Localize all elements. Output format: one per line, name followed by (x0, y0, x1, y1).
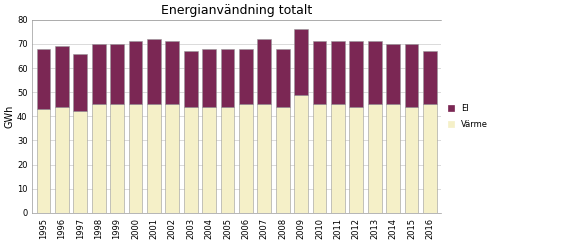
Bar (202, 49, 216, 107)
Bar (220, 107, 234, 213)
Bar (423, 104, 437, 213)
Bar (55, 46, 69, 107)
Bar (129, 104, 142, 213)
Bar (386, 44, 400, 104)
Title: Energianvändning totalt: Energianvändning totalt (161, 4, 312, 17)
Bar (312, 104, 327, 213)
Bar (331, 42, 345, 104)
Bar (92, 104, 106, 213)
Bar (294, 95, 308, 213)
Bar (129, 42, 142, 104)
Y-axis label: GWh: GWh (4, 104, 14, 128)
Bar (202, 107, 216, 213)
Bar (312, 42, 327, 104)
Legend: El, Värme: El, Värme (445, 101, 491, 131)
Bar (74, 112, 87, 213)
Bar (165, 104, 179, 213)
Bar (405, 107, 418, 213)
Bar (350, 42, 363, 107)
Bar (55, 107, 69, 213)
Bar (405, 44, 418, 107)
Bar (350, 107, 363, 213)
Bar (110, 104, 124, 213)
Bar (386, 104, 400, 213)
Bar (257, 39, 271, 104)
Bar (239, 49, 253, 104)
Bar (74, 53, 87, 112)
Bar (37, 49, 51, 109)
Bar (257, 104, 271, 213)
Bar (423, 51, 437, 104)
Bar (184, 107, 198, 213)
Bar (239, 104, 253, 213)
Bar (147, 39, 161, 104)
Bar (368, 42, 382, 104)
Bar (276, 49, 289, 107)
Bar (331, 104, 345, 213)
Bar (184, 51, 198, 107)
Bar (276, 107, 289, 213)
Bar (165, 42, 179, 104)
Bar (110, 44, 124, 104)
Bar (147, 104, 161, 213)
Bar (294, 29, 308, 95)
Bar (220, 49, 234, 107)
Bar (368, 104, 382, 213)
Bar (92, 44, 106, 104)
Bar (37, 109, 51, 213)
